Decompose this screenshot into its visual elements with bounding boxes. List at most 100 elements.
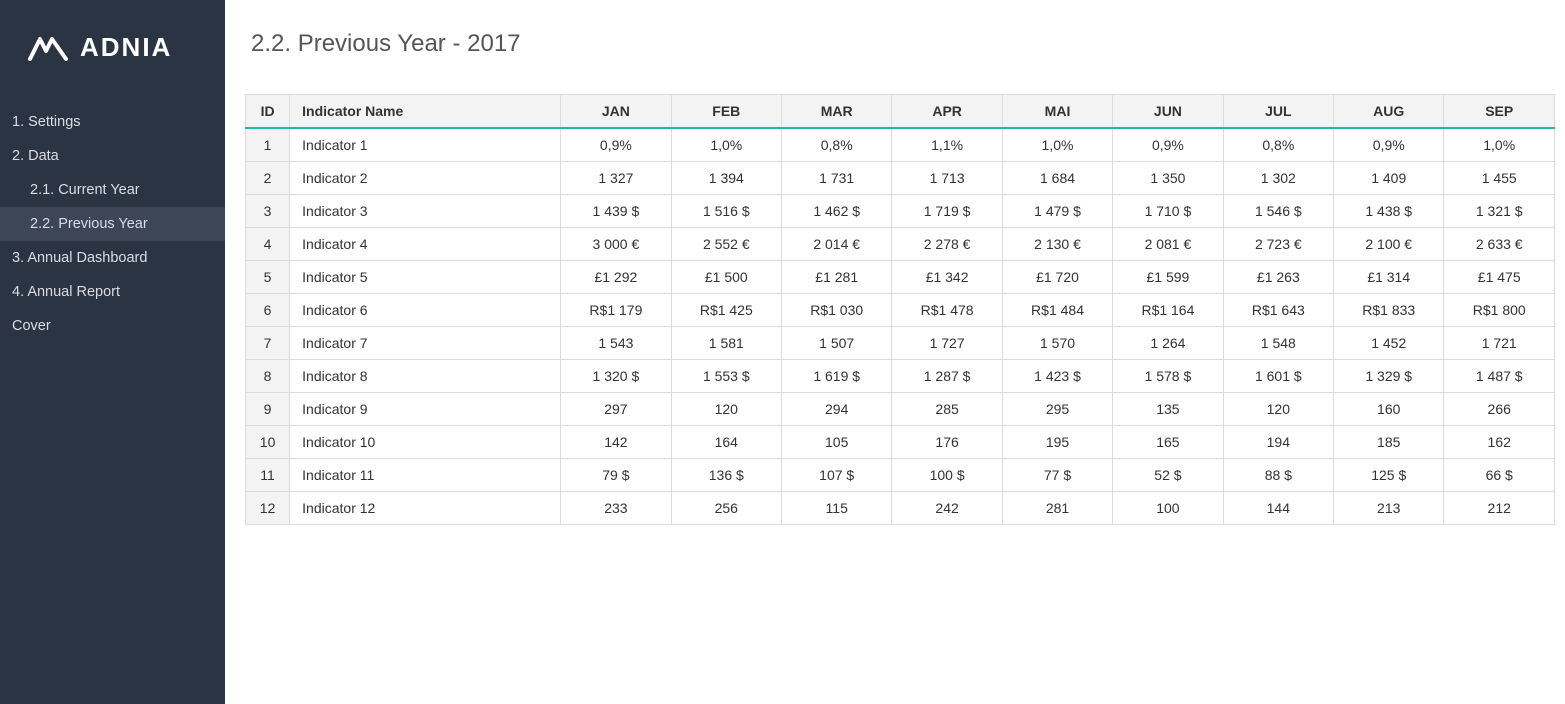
cell-value: 160 <box>1334 393 1444 426</box>
cell-value: 105 <box>782 426 892 459</box>
cell-value: 285 <box>892 393 1002 426</box>
sidebar: ADNIA 1. Settings2. Data2.1. Current Yea… <box>0 0 225 704</box>
cell-indicator-name: Indicator 11 <box>290 459 561 492</box>
cell-value: 233 <box>561 492 671 525</box>
cell-value: R$1 478 <box>892 294 1002 327</box>
cell-value: 1 619 $ <box>782 360 892 393</box>
cell-value: 164 <box>671 426 781 459</box>
table-row: 10Indicator 1014216410517619516519418516… <box>246 426 1555 459</box>
cell-value: 1 455 <box>1444 162 1555 195</box>
cell-id: 3 <box>246 195 290 228</box>
cell-value: R$1 030 <box>782 294 892 327</box>
cell-indicator-name: Indicator 4 <box>290 228 561 261</box>
table-row: 3Indicator 31 439 $1 516 $1 462 $1 719 $… <box>246 195 1555 228</box>
cell-value: 125 $ <box>1334 459 1444 492</box>
cell-value: 1 302 <box>1223 162 1333 195</box>
sidebar-item-3[interactable]: 2.2. Previous Year <box>0 207 225 241</box>
sidebar-item-1[interactable]: 2. Data <box>0 139 225 173</box>
cell-value: 142 <box>561 426 671 459</box>
cell-indicator-name: Indicator 1 <box>290 128 561 162</box>
cell-value: 185 <box>1334 426 1444 459</box>
cell-value: 79 $ <box>561 459 671 492</box>
cell-value: 242 <box>892 492 1002 525</box>
cell-value: 1 409 <box>1334 162 1444 195</box>
table-row: 6Indicator 6R$1 179R$1 425R$1 030R$1 478… <box>246 294 1555 327</box>
col-header-aug: AUG <box>1334 95 1444 129</box>
cell-value: 1 507 <box>782 327 892 360</box>
cell-value: 176 <box>892 426 1002 459</box>
cell-value: R$1 164 <box>1113 294 1223 327</box>
cell-value: 1 329 $ <box>1334 360 1444 393</box>
cell-indicator-name: Indicator 8 <box>290 360 561 393</box>
cell-value: R$1 800 <box>1444 294 1555 327</box>
cell-value: £1 599 <box>1113 261 1223 294</box>
cell-value: 1 321 $ <box>1444 195 1555 228</box>
cell-value: 0,8% <box>782 128 892 162</box>
table-row: 8Indicator 81 320 $1 553 $1 619 $1 287 $… <box>246 360 1555 393</box>
cell-value: 1 727 <box>892 327 1002 360</box>
cell-value: 212 <box>1444 492 1555 525</box>
cell-value: 1 439 $ <box>561 195 671 228</box>
table-row: 12Indicator 1223325611524228110014421321… <box>246 492 1555 525</box>
cell-value: 144 <box>1223 492 1333 525</box>
nav: 1. Settings2. Data2.1. Current Year2.2. … <box>0 105 225 343</box>
cell-value: 0,8% <box>1223 128 1333 162</box>
cell-value: 107 $ <box>782 459 892 492</box>
sidebar-item-0[interactable]: 1. Settings <box>0 105 225 139</box>
cell-value: 120 <box>1223 393 1333 426</box>
cell-value: 281 <box>1002 492 1112 525</box>
col-header-feb: FEB <box>671 95 781 129</box>
cell-value: 0,9% <box>1334 128 1444 162</box>
col-header-jan: JAN <box>561 95 671 129</box>
table-row: 7Indicator 71 5431 5811 5071 7271 5701 2… <box>246 327 1555 360</box>
table-row: 9Indicator 9297120294285295135120160266 <box>246 393 1555 426</box>
cell-id: 10 <box>246 426 290 459</box>
cell-value: 2 014 € <box>782 228 892 261</box>
cell-value: 295 <box>1002 393 1112 426</box>
sidebar-item-4[interactable]: 3. Annual Dashboard <box>0 241 225 275</box>
cell-value: 1 710 $ <box>1113 195 1223 228</box>
cell-value: 52 $ <box>1113 459 1223 492</box>
table-row: 4Indicator 43 000 €2 552 €2 014 €2 278 €… <box>246 228 1555 261</box>
cell-value: 165 <box>1113 426 1223 459</box>
col-header-mar: MAR <box>782 95 892 129</box>
cell-value: 256 <box>671 492 781 525</box>
cell-value: 100 $ <box>892 459 1002 492</box>
cell-value: 1 543 <box>561 327 671 360</box>
cell-value: 0,9% <box>1113 128 1223 162</box>
cell-value: 1 438 $ <box>1334 195 1444 228</box>
cell-value: 2 100 € <box>1334 228 1444 261</box>
main-content: 2.2. Previous Year - 2017 IDIndicator Na… <box>225 0 1565 704</box>
col-header-name: Indicator Name <box>290 95 561 129</box>
col-header-jul: JUL <box>1223 95 1333 129</box>
cell-value: 162 <box>1444 426 1555 459</box>
cell-value: 2 081 € <box>1113 228 1223 261</box>
col-header-sep: SEP <box>1444 95 1555 129</box>
cell-value: 2 130 € <box>1002 228 1112 261</box>
col-header-jun: JUN <box>1113 95 1223 129</box>
cell-value: 2 633 € <box>1444 228 1555 261</box>
cell-value: 1 546 $ <box>1223 195 1333 228</box>
cell-indicator-name: Indicator 3 <box>290 195 561 228</box>
sidebar-item-2[interactable]: 2.1. Current Year <box>0 173 225 207</box>
cell-id: 11 <box>246 459 290 492</box>
cell-value: 1 721 <box>1444 327 1555 360</box>
cell-value: £1 281 <box>782 261 892 294</box>
cell-value: 136 $ <box>671 459 781 492</box>
cell-value: 1 479 $ <box>1002 195 1112 228</box>
cell-value: 1 684 <box>1002 162 1112 195</box>
cell-value: £1 263 <box>1223 261 1333 294</box>
cell-indicator-name: Indicator 9 <box>290 393 561 426</box>
sidebar-item-6[interactable]: Cover <box>0 309 225 343</box>
cell-value: 1 320 $ <box>561 360 671 393</box>
cell-id: 6 <box>246 294 290 327</box>
cell-value: 213 <box>1334 492 1444 525</box>
table-row: 11Indicator 1179 $136 $107 $100 $77 $52 … <box>246 459 1555 492</box>
cell-value: 1 570 <box>1002 327 1112 360</box>
cell-indicator-name: Indicator 6 <box>290 294 561 327</box>
sidebar-item-5[interactable]: 4. Annual Report <box>0 275 225 309</box>
data-table-wrap: IDIndicator NameJANFEBMARAPRMAIJUNJULAUG… <box>245 94 1555 525</box>
cell-value: 115 <box>782 492 892 525</box>
cell-value: £1 475 <box>1444 261 1555 294</box>
cell-value: 1,1% <box>892 128 1002 162</box>
